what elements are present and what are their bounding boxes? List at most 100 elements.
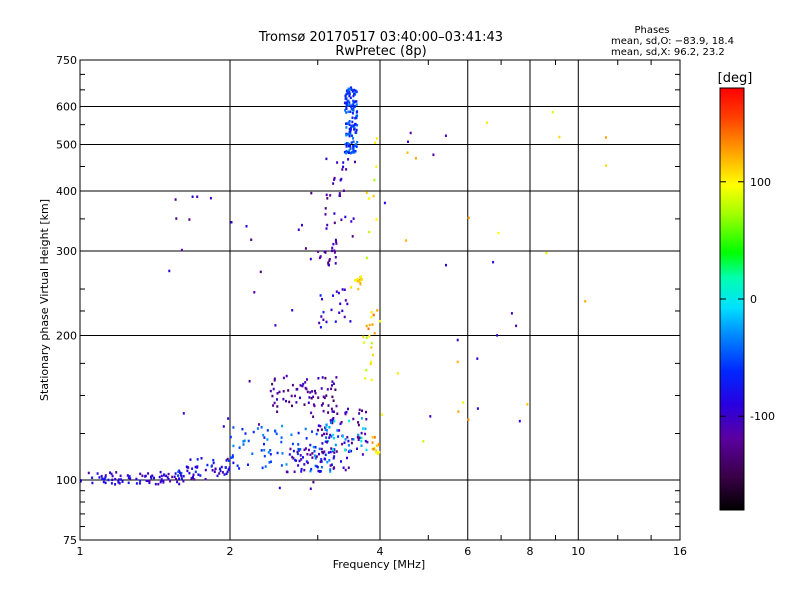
data-point — [347, 439, 350, 443]
data-point — [191, 195, 194, 198]
data-point — [311, 390, 314, 393]
data-point — [323, 457, 326, 460]
data-point — [141, 474, 144, 478]
data-point — [194, 470, 197, 474]
data-point — [178, 477, 180, 480]
data-point — [347, 104, 349, 107]
data-point — [352, 149, 355, 152]
data-point — [354, 160, 356, 164]
data-point — [405, 239, 408, 242]
data-point — [312, 445, 315, 449]
data-point — [462, 401, 465, 404]
data-point — [351, 146, 354, 150]
data-point — [269, 453, 272, 456]
data-point — [135, 477, 138, 481]
data-point — [360, 275, 362, 278]
data-point — [317, 250, 320, 253]
data-point — [297, 443, 300, 446]
y-axis-label: Stationary phase Virtual Height [km] — [38, 199, 51, 401]
data-point — [162, 479, 165, 483]
data-point — [341, 442, 344, 446]
data-point — [281, 424, 284, 428]
data-point — [329, 464, 332, 467]
data-point — [317, 396, 320, 399]
data-point — [266, 438, 269, 441]
data-point — [333, 455, 336, 458]
data-point — [497, 231, 500, 235]
data-point — [209, 196, 212, 200]
data-point — [253, 291, 256, 294]
data-point — [317, 469, 320, 473]
data-point — [364, 432, 367, 436]
data-point — [349, 151, 352, 155]
data-point — [338, 192, 341, 195]
data-point — [276, 392, 279, 395]
data-point — [96, 472, 99, 475]
data-point — [276, 410, 279, 413]
x-tick-label: 6 — [464, 545, 471, 558]
data-point — [230, 456, 232, 459]
data-point — [159, 480, 162, 484]
data-point — [312, 415, 315, 418]
data-point — [320, 458, 323, 461]
data-point — [350, 105, 352, 108]
data-point — [373, 178, 376, 182]
data-point — [373, 332, 376, 335]
data-point — [214, 467, 217, 470]
data-point — [351, 116, 354, 119]
data-point — [344, 94, 347, 98]
data-point — [330, 447, 333, 450]
data-point — [199, 474, 202, 477]
data-point — [342, 466, 345, 469]
data-point — [206, 463, 209, 467]
data-point — [332, 382, 335, 385]
data-point — [321, 297, 323, 301]
data-point — [231, 454, 234, 457]
data-point — [422, 440, 425, 443]
data-point — [180, 474, 183, 478]
data-point — [329, 419, 332, 422]
data-point — [335, 242, 338, 245]
data-point — [310, 397, 313, 400]
data-point — [335, 404, 338, 408]
data-point — [154, 482, 157, 486]
data-point — [362, 335, 365, 339]
data-point — [351, 438, 354, 441]
data-point — [344, 109, 347, 112]
colorbar-label: [deg] — [718, 71, 753, 86]
data-point — [291, 442, 294, 446]
data-point — [357, 287, 360, 291]
data-point — [162, 481, 165, 484]
data-point — [354, 150, 357, 153]
data-point — [311, 452, 314, 455]
data-point — [314, 464, 317, 468]
data-point — [333, 178, 336, 181]
data-point — [332, 399, 335, 402]
data-point — [339, 194, 341, 197]
data-point — [342, 161, 345, 164]
data-point — [110, 472, 113, 476]
data-point — [346, 436, 349, 439]
data-point — [326, 460, 329, 464]
data-point — [324, 213, 327, 216]
y-tick-label: 200 — [56, 330, 77, 343]
data-point — [191, 467, 194, 470]
data-point — [312, 480, 315, 484]
data-point — [185, 465, 188, 468]
data-point — [180, 477, 183, 480]
data-point — [104, 474, 107, 477]
data-point — [304, 247, 307, 250]
data-point — [355, 103, 358, 106]
data-point — [328, 459, 331, 462]
data-point — [300, 458, 303, 461]
data-point — [263, 448, 266, 452]
data-point — [372, 447, 375, 451]
data-point — [346, 92, 349, 95]
data-point — [166, 476, 169, 479]
data-point — [358, 436, 361, 440]
data-point — [292, 449, 295, 453]
data-point — [303, 463, 306, 466]
data-point — [242, 443, 245, 446]
data-point — [151, 474, 154, 477]
